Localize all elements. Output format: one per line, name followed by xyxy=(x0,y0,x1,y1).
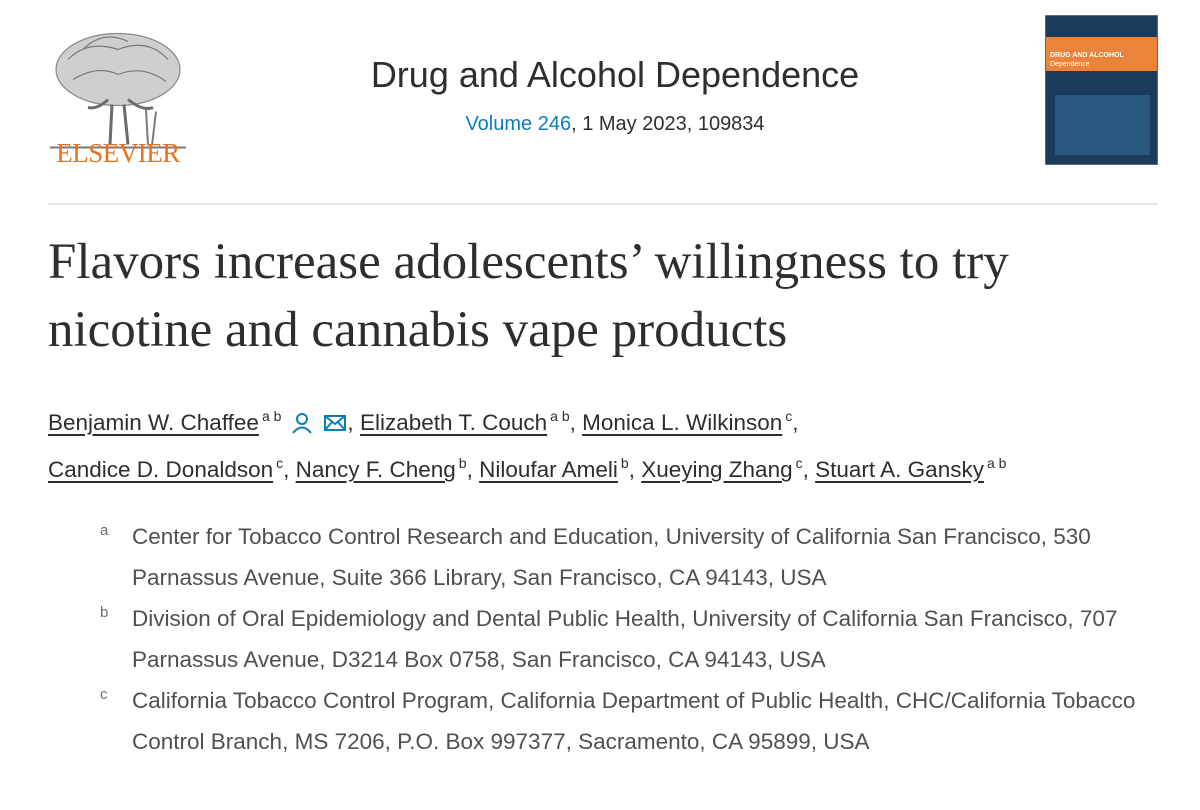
journal-cover[interactable]: DRUG AND ALCOHOL Dependence xyxy=(1045,15,1158,165)
author-name[interactable]: Xueying Zhang xyxy=(641,457,793,482)
author-affiliation-marks[interactable]: b xyxy=(458,455,467,471)
author-name[interactable]: Benjamin W. Chaffee xyxy=(48,410,259,435)
author-affiliation-marks[interactable]: a b xyxy=(550,408,570,424)
affiliation-text: California Tobacco Control Program, Cali… xyxy=(132,688,1136,754)
author-separator: , xyxy=(466,457,473,482)
publisher-logo[interactable] xyxy=(48,14,188,170)
author-name[interactable]: Stuart A. Gansky xyxy=(815,457,984,482)
author-affiliation-marks[interactable]: c xyxy=(785,408,793,424)
author-profile-icon[interactable] xyxy=(291,412,313,434)
author-name[interactable]: Elizabeth T. Couch xyxy=(359,410,548,435)
cover-title: DRUG AND ALCOHOL xyxy=(1050,52,1124,59)
cover-band xyxy=(1046,37,1157,71)
author-separator: , xyxy=(347,410,354,435)
author-name[interactable]: Candice D. Donaldson xyxy=(48,457,274,482)
separator xyxy=(48,203,1158,205)
affiliation-text: Division of Oral Epidemiology and Dental… xyxy=(132,606,1118,672)
author-separator: , xyxy=(283,457,290,482)
author-separator: , xyxy=(802,457,809,482)
author-affiliation-marks[interactable]: a b xyxy=(261,408,282,424)
author-affiliation-marks[interactable]: c xyxy=(276,455,284,471)
issue-details: , 1 May 2023, 109834 xyxy=(571,113,765,135)
author-separator: , xyxy=(569,410,576,435)
affiliation: b Division of Oral Epidemiology and Denta… xyxy=(100,598,1160,680)
publisher-name: ELSEVIER xyxy=(56,138,180,168)
article-title: Flavors increase adolescents’ willingnes… xyxy=(48,234,1009,358)
affiliation: a Center for Tobacco Control Research and… xyxy=(100,516,1160,598)
affiliation-label: a xyxy=(100,522,109,539)
author-name[interactable]: Niloufar Ameli xyxy=(479,457,618,482)
affiliation: c California Tobacco Control Program, Cal… xyxy=(100,680,1160,762)
author-name[interactable]: Monica L. Wilkinson xyxy=(582,410,783,435)
journal-title[interactable]: Drug and Alcohol Dependence xyxy=(370,54,860,95)
affiliation-list: a Center for Tobacco Control Research and… xyxy=(100,516,1160,762)
volume-link[interactable]: Volume 246 xyxy=(465,113,572,135)
author-affiliation-marks[interactable]: c xyxy=(795,455,803,471)
cover-image xyxy=(1055,95,1150,155)
author-separator: , xyxy=(628,457,635,482)
author-list: Benjamin W. Chaffee a b, Elizabeth T. Cou… xyxy=(48,396,1168,490)
affiliation-text: Center for Tobacco Control Research and … xyxy=(132,524,1091,590)
author-name[interactable]: Nancy F. Cheng xyxy=(295,457,456,482)
affiliation-label: b xyxy=(100,604,109,621)
volume-line: Volume 246, 1 May 2023, 109834 xyxy=(300,113,930,136)
author-separator: , xyxy=(792,410,799,435)
author-affiliation-marks[interactable]: b xyxy=(620,455,629,471)
author-email-icon[interactable] xyxy=(323,412,347,434)
cover-subtitle: Dependence xyxy=(1050,61,1090,68)
author-affiliation-marks[interactable]: a b xyxy=(986,455,1007,471)
affiliation-label: c xyxy=(100,686,108,703)
